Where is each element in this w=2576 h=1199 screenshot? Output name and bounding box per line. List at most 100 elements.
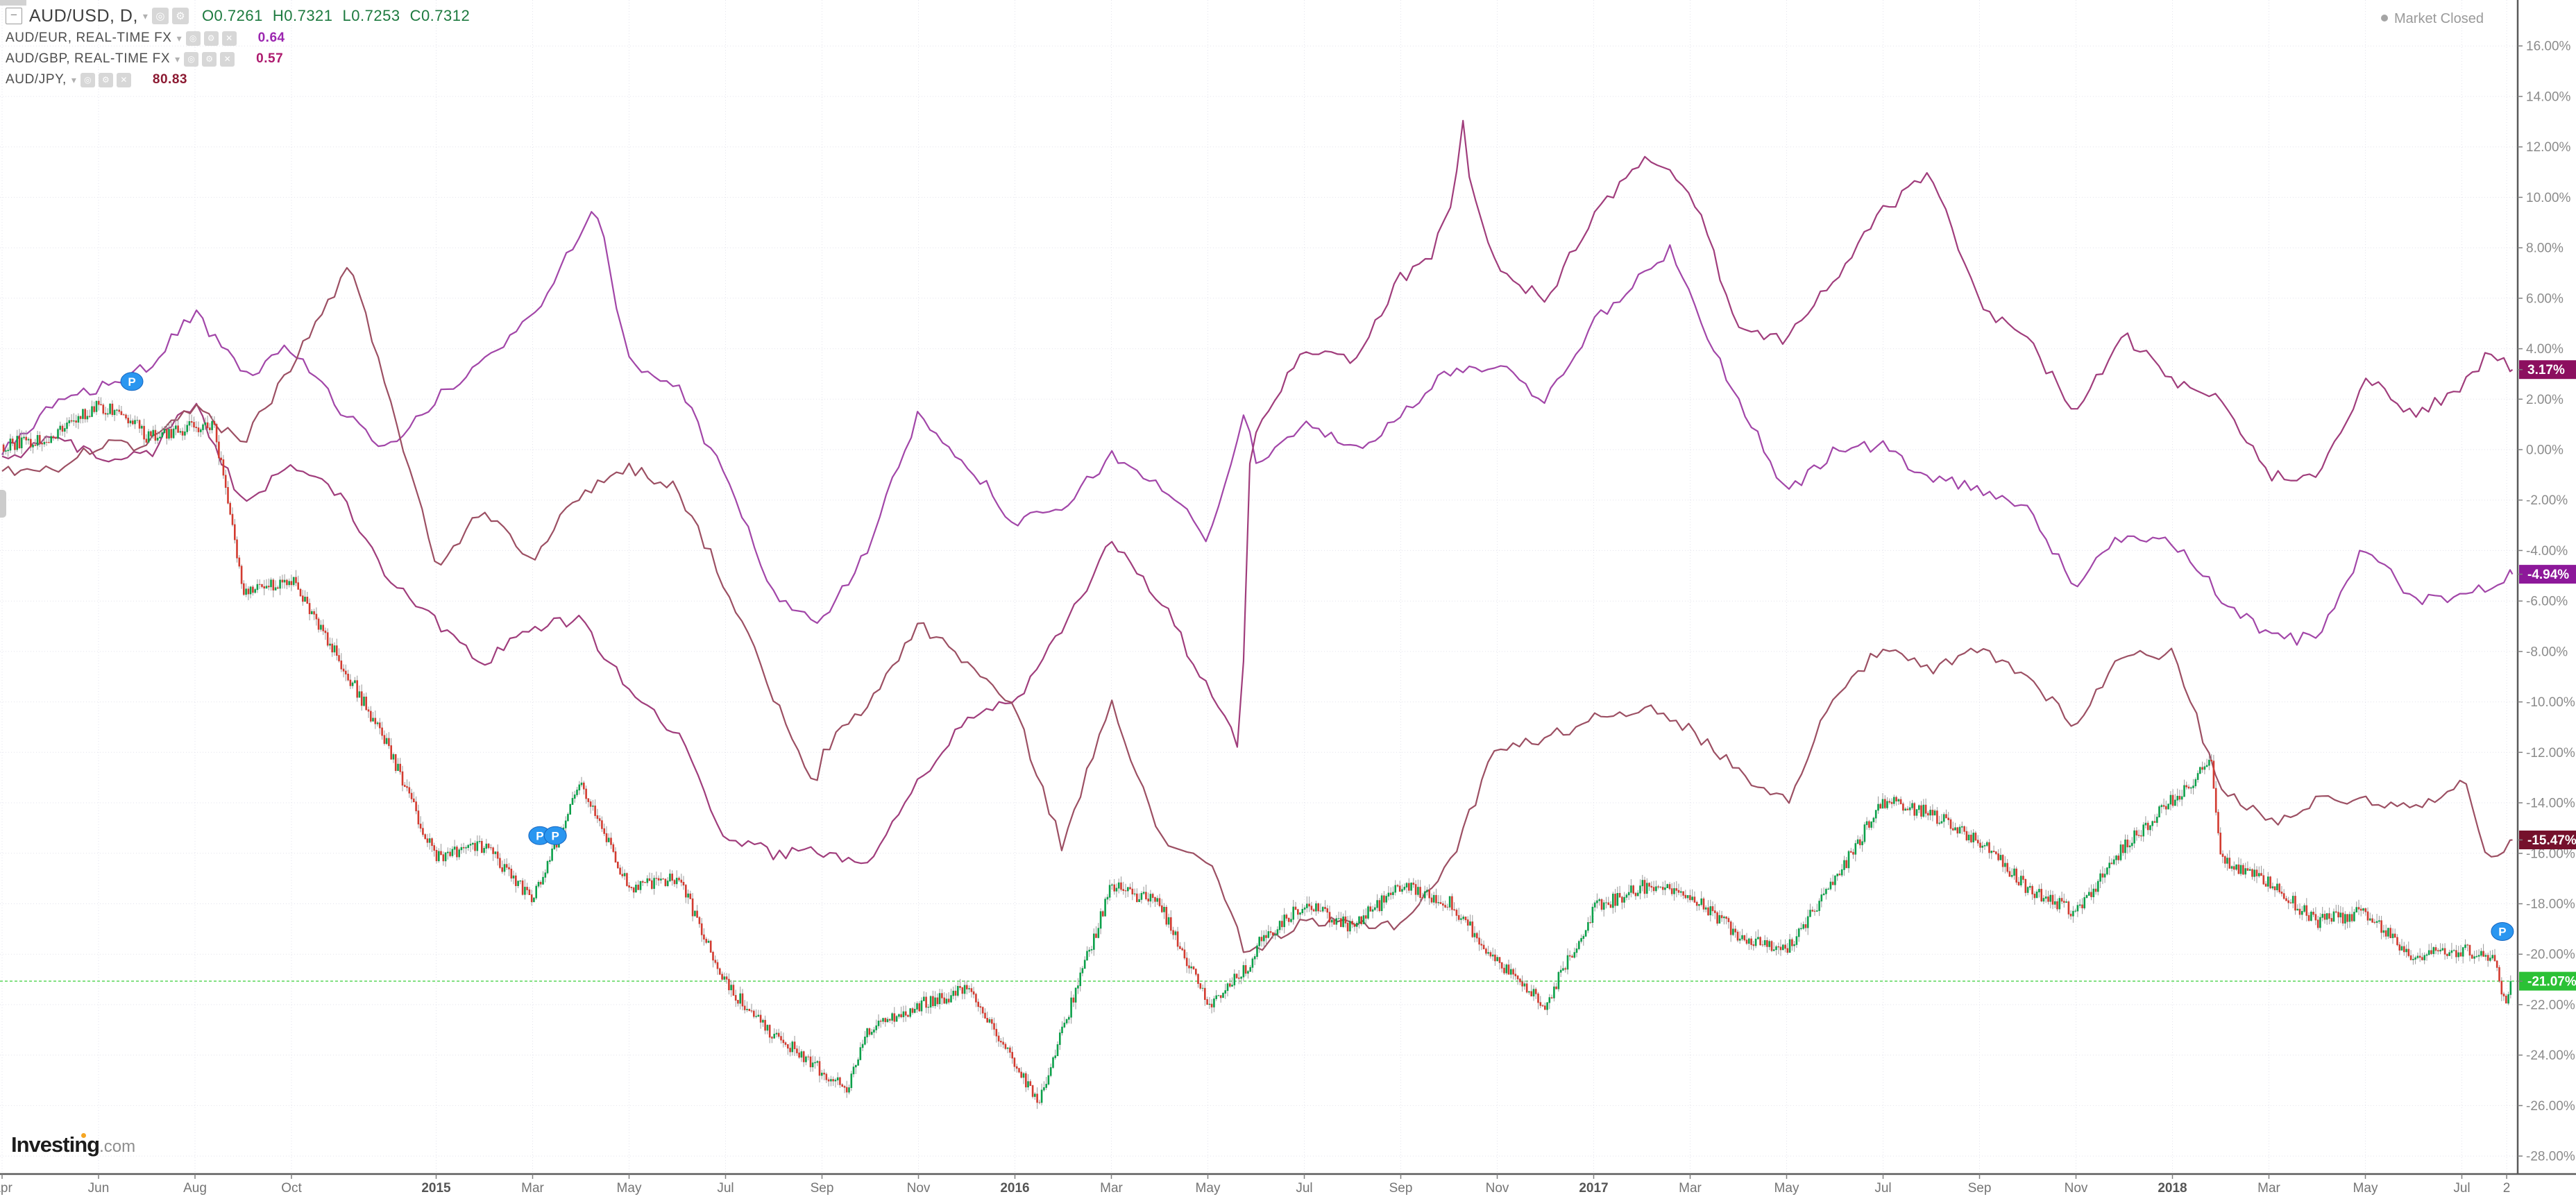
ohlc-high: H0.7321 [272,7,333,24]
logo-suffix: .com [99,1137,136,1156]
price-badge-aud-eur: -4.94% [2518,565,2576,584]
svg-text:-4.00%: -4.00% [2526,544,2568,559]
svg-text:16.00%: 16.00% [2526,40,2571,54]
svg-text:8.00%: 8.00% [2526,241,2564,256]
ohlc-low: L0.7253 [342,7,400,24]
svg-text:10.00%: 10.00% [2526,191,2571,205]
svg-text:2015: 2015 [421,1181,451,1196]
svg-text:2018: 2018 [2158,1181,2187,1196]
chevron-down-icon[interactable]: ▾ [71,74,76,85]
svg-text:P: P [536,829,543,842]
svg-text:Apr: Apr [0,1181,12,1196]
aud-gbp-line[interactable] [1,119,2514,865]
aud-usd-candle-wicks [3,396,2511,1109]
visibility-icon[interactable]: ◎ [185,31,201,46]
close-icon[interactable]: ✕ [116,72,131,87]
svg-text:6.00%: 6.00% [2526,291,2564,306]
svg-text:P: P [2498,926,2506,939]
left-panel-handle[interactable] [0,490,6,518]
x-axis-labels[interactable]: Apr Jun Aug Oct 2015 Mar May Jul Sep Nov… [0,1174,2510,1196]
close-icon[interactable]: ✕ [221,31,237,46]
series-label[interactable]: AUD/JPY, [6,72,67,87]
aud-jpy-line[interactable] [1,266,2513,953]
svg-text:-28.00%: -28.00% [2526,1150,2575,1164]
gear-icon[interactable]: ⚙ [202,51,217,67]
chevron-down-icon[interactable]: ▾ [175,53,180,65]
svg-text:Oct: Oct [281,1181,302,1196]
svg-text:-2.00%: -2.00% [2526,493,2568,508]
position-marker[interactable]: P [120,372,144,391]
series-value: 0.57 [256,51,284,66]
svg-text:14.00%: 14.00% [2526,90,2571,105]
svg-text:2016: 2016 [1000,1181,1029,1196]
visibility-icon[interactable]: ◎ [80,72,95,87]
svg-text:Jul: Jul [2453,1181,2470,1196]
series-label[interactable]: AUD/EUR, REAL-TIME FX [6,31,172,45]
svg-text:-18.00%: -18.00% [2526,897,2575,912]
position-marker[interactable]: P [543,826,567,845]
legend-row-aud-jpy: AUD/JPY, ▾ ◎ ⚙ ✕ 80.83 [6,69,470,90]
svg-text:Mar: Mar [1100,1181,1123,1196]
investing-logo[interactable]: Investing .com [11,1132,135,1157]
svg-text:Nov: Nov [2065,1181,2088,1196]
aud-usd-candles[interactable] [2,400,2512,1103]
legend-row-aud-gbp: AUD/GBP, REAL-TIME FX ▾ ◎ ⚙ ✕ 0.57 [6,49,470,69]
svg-text:-21.07%: -21.07% [2527,975,2576,989]
svg-text:0.00%: 0.00% [2526,443,2564,458]
svg-text:P: P [552,829,559,842]
logo-text: Investing [11,1132,100,1157]
y-axis-labels[interactable]: 16.00% 14.00% 12.00% 10.00% 8.00% 6.00% … [2518,40,2575,1164]
chevron-down-icon[interactable]: ▾ [142,10,148,22]
position-marker[interactable]: P [2491,922,2514,941]
svg-text:Nov: Nov [907,1181,931,1196]
market-status-dot-icon [2381,15,2388,22]
gear-icon[interactable]: ⚙ [98,72,113,87]
svg-text:-6.00%: -6.00% [2526,595,2568,609]
svg-text:3.17%: 3.17% [2527,363,2565,377]
legend: − AUD/USD, D, ▾ ◎ ⚙ O0.7261 H0.7321 L0.7… [6,4,470,90]
corner-tab [0,0,26,6]
svg-text:Sep: Sep [1968,1181,1992,1196]
svg-text:2.00%: 2.00% [2526,393,2564,407]
svg-text:-15.47%: -15.47% [2527,833,2576,848]
symbol-title[interactable]: AUD/USD, D, [29,6,138,26]
svg-text:-16.00%: -16.00% [2526,847,2575,861]
price-badge-aud-gbp: 3.17% [2518,360,2576,380]
svg-text:2: 2 [2503,1181,2511,1196]
gridlines [0,0,2518,1174]
svg-text:-14.00%: -14.00% [2526,797,2575,811]
legend-row-aud-eur: AUD/EUR, REAL-TIME FX ▾ ◎ ⚙ ✕ 0.64 [6,28,470,49]
chevron-down-icon[interactable]: ▾ [176,32,182,44]
svg-text:Market Closed: Market Closed [2394,11,2484,26]
svg-text:2017: 2017 [1579,1181,1608,1196]
visibility-icon[interactable]: ◎ [151,8,169,24]
close-icon[interactable]: ✕ [220,51,235,67]
collapse-icon[interactable]: − [6,8,22,24]
svg-text:12.00%: 12.00% [2526,140,2571,155]
svg-text:-12.00%: -12.00% [2526,746,2575,760]
svg-text:May: May [617,1181,642,1196]
svg-text:-22.00%: -22.00% [2526,998,2575,1012]
gear-icon[interactable]: ⚙ [171,8,189,24]
svg-text:-20.00%: -20.00% [2526,948,2575,962]
svg-text:Aug: Aug [183,1181,207,1196]
axis-frame [0,0,2576,1175]
svg-text:May: May [2353,1181,2378,1196]
visibility-icon[interactable]: ◎ [184,51,199,67]
price-badge-aud-usd: -21.07% [2518,971,2576,991]
svg-text:Jun: Jun [88,1181,110,1196]
svg-text:Mar: Mar [2257,1181,2280,1196]
svg-text:-8.00%: -8.00% [2526,645,2568,659]
series-label[interactable]: AUD/GBP, REAL-TIME FX [6,51,171,66]
ohlc-open: O0.7261 [201,7,263,24]
svg-text:-24.00%: -24.00% [2526,1048,2575,1063]
svg-text:Mar: Mar [521,1181,544,1196]
aud-eur-line[interactable] [1,211,2514,646]
legend-row-aud-usd: − AUD/USD, D, ▾ ◎ ⚙ O0.7261 H0.7321 L0.7… [6,4,470,28]
series-value: 80.83 [152,72,187,87]
svg-text:-4.94%: -4.94% [2527,568,2569,582]
ohlc-close: C0.7312 [409,7,471,24]
gear-icon[interactable]: ⚙ [203,31,219,46]
